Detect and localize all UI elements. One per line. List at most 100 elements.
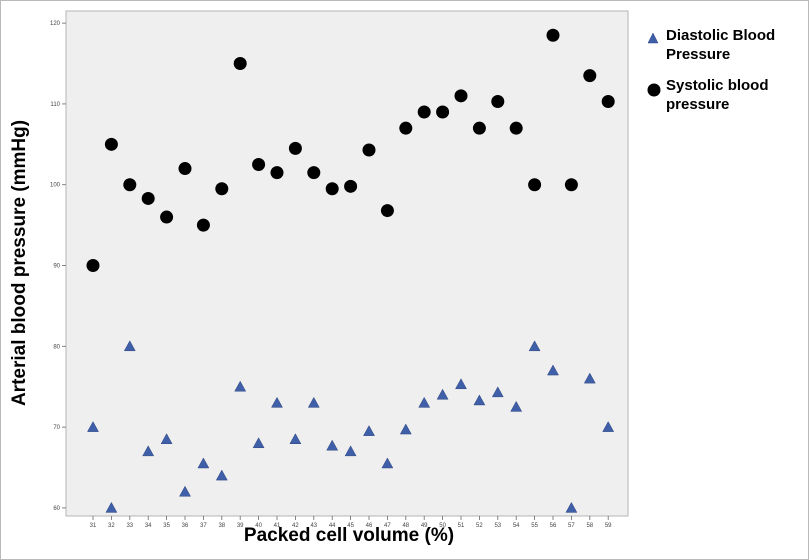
- diastolic-point: [528, 340, 541, 352]
- systolic-point: [454, 89, 468, 103]
- plot-area: [65, 10, 629, 517]
- diastolic-point: [418, 396, 431, 408]
- systolic-point: [472, 121, 486, 135]
- systolic-point: [270, 166, 284, 180]
- x-tick-label: 52: [476, 523, 483, 529]
- diastolic-point: [87, 421, 99, 432]
- y-tick-label: 100: [50, 183, 61, 189]
- x-tick-label: 57: [568, 523, 575, 529]
- diastolic-point: [307, 396, 320, 408]
- diastolic-point: [179, 485, 191, 497]
- diastolic-point: [289, 433, 302, 444]
- diastolic-point: [123, 340, 136, 352]
- diastolic-point: [344, 445, 357, 457]
- systolic-point: [288, 141, 302, 155]
- legend-circle-icon: [647, 83, 661, 97]
- y-tick-label: 60: [53, 506, 60, 512]
- diastolic-point: [473, 394, 486, 406]
- diastolic-point: [326, 439, 339, 451]
- systolic-point: [601, 94, 615, 108]
- systolic-point: [491, 94, 505, 108]
- diastolic-point: [160, 433, 173, 444]
- x-tick-label: 34: [145, 523, 152, 529]
- x-tick-label: 47: [384, 523, 391, 529]
- x-tick-label: 35: [163, 523, 170, 529]
- diastolic-point: [436, 388, 449, 400]
- systolic-point: [362, 143, 376, 157]
- systolic-point: [325, 182, 339, 196]
- x-tick-label: 56: [550, 523, 557, 529]
- x-tick-label: 45: [347, 523, 354, 529]
- systolic-point: [123, 178, 137, 192]
- diastolic-point: [455, 378, 467, 390]
- x-tick-label: 48: [402, 523, 409, 529]
- x-tick-label: 50: [439, 523, 446, 529]
- y-tick-label: 90: [53, 264, 60, 270]
- systolic-point: [380, 204, 394, 218]
- legend: Diastolic Blood Pressure Systolic blood …: [647, 27, 779, 113]
- x-tick-label: 55: [531, 523, 538, 529]
- systolic-point: [436, 105, 450, 119]
- systolic-point: [528, 178, 542, 192]
- diastolic-point: [105, 501, 118, 513]
- systolic-point: [546, 28, 560, 42]
- systolic-point: [104, 137, 118, 151]
- series-layer: [86, 28, 615, 513]
- diastolic-point: [565, 501, 578, 513]
- x-tick-label: 53: [494, 523, 501, 529]
- x-tick-label: 49: [421, 523, 428, 529]
- x-tick-label: 33: [126, 523, 133, 529]
- systolic-point: [215, 182, 229, 196]
- diastolic-point: [602, 421, 615, 432]
- x-tick-label: 58: [586, 523, 593, 529]
- x-tick-label: 54: [513, 523, 520, 529]
- diastolic-point: [399, 423, 412, 435]
- diastolic-point: [363, 425, 375, 436]
- systolic-point: [160, 210, 174, 224]
- systolic-point: [307, 166, 321, 180]
- x-tick-label: 46: [366, 523, 373, 529]
- legend-label-diastolic: Diastolic Blood Pressure: [666, 27, 779, 63]
- systolic-point: [583, 69, 597, 83]
- diastolic-point: [197, 457, 210, 469]
- x-tick-label: 36: [182, 523, 189, 529]
- x-tick-label: 32: [108, 523, 115, 529]
- x-tick-label: 39: [237, 523, 244, 529]
- x-tick-label: 44: [329, 523, 336, 529]
- series-diastolic: [87, 340, 615, 513]
- diastolic-point: [583, 372, 596, 384]
- systolic-point: [417, 105, 431, 119]
- diastolic-point: [271, 396, 283, 408]
- y-tick-label: 70: [53, 425, 60, 431]
- x-tick-label: 42: [292, 523, 299, 529]
- diastolic-point: [215, 469, 228, 481]
- x-tick-label: 43: [310, 523, 317, 529]
- systolic-point: [252, 158, 266, 172]
- diastolic-point: [491, 386, 504, 398]
- x-tick-label: 51: [458, 523, 465, 529]
- systolic-point: [178, 162, 192, 176]
- legend-label-systolic: Systolic blood pressure: [666, 77, 773, 113]
- systolic-point: [509, 121, 523, 135]
- systolic-point: [399, 121, 413, 135]
- x-tick-label: 40: [255, 523, 262, 529]
- systolic-point: [196, 218, 210, 232]
- diastolic-point: [381, 457, 394, 469]
- diastolic-point: [234, 380, 247, 392]
- systolic-point: [233, 57, 247, 71]
- series-systolic: [86, 28, 615, 273]
- legend-triangle-icon: [647, 32, 659, 44]
- systolic-point: [344, 179, 358, 193]
- systolic-point: [564, 178, 578, 192]
- y-tick-label: 80: [53, 344, 60, 350]
- x-tick-label: 38: [218, 523, 225, 529]
- diastolic-point: [252, 437, 265, 449]
- y-axis-title: Arterial blood pressure (mmHg): [9, 120, 30, 406]
- y-axis: 60 70 80 90 100 110 120: [50, 21, 66, 512]
- x-tick-label: 37: [200, 523, 207, 529]
- diastolic-point: [547, 364, 559, 376]
- x-tick-label: 41: [274, 523, 281, 529]
- x-axis: 31 32 33 34 35 36 37 38 39 40 41 42 43 44 45 46 47 48 49 50…: [90, 516, 612, 529]
- x-tick-label: 31: [90, 523, 97, 529]
